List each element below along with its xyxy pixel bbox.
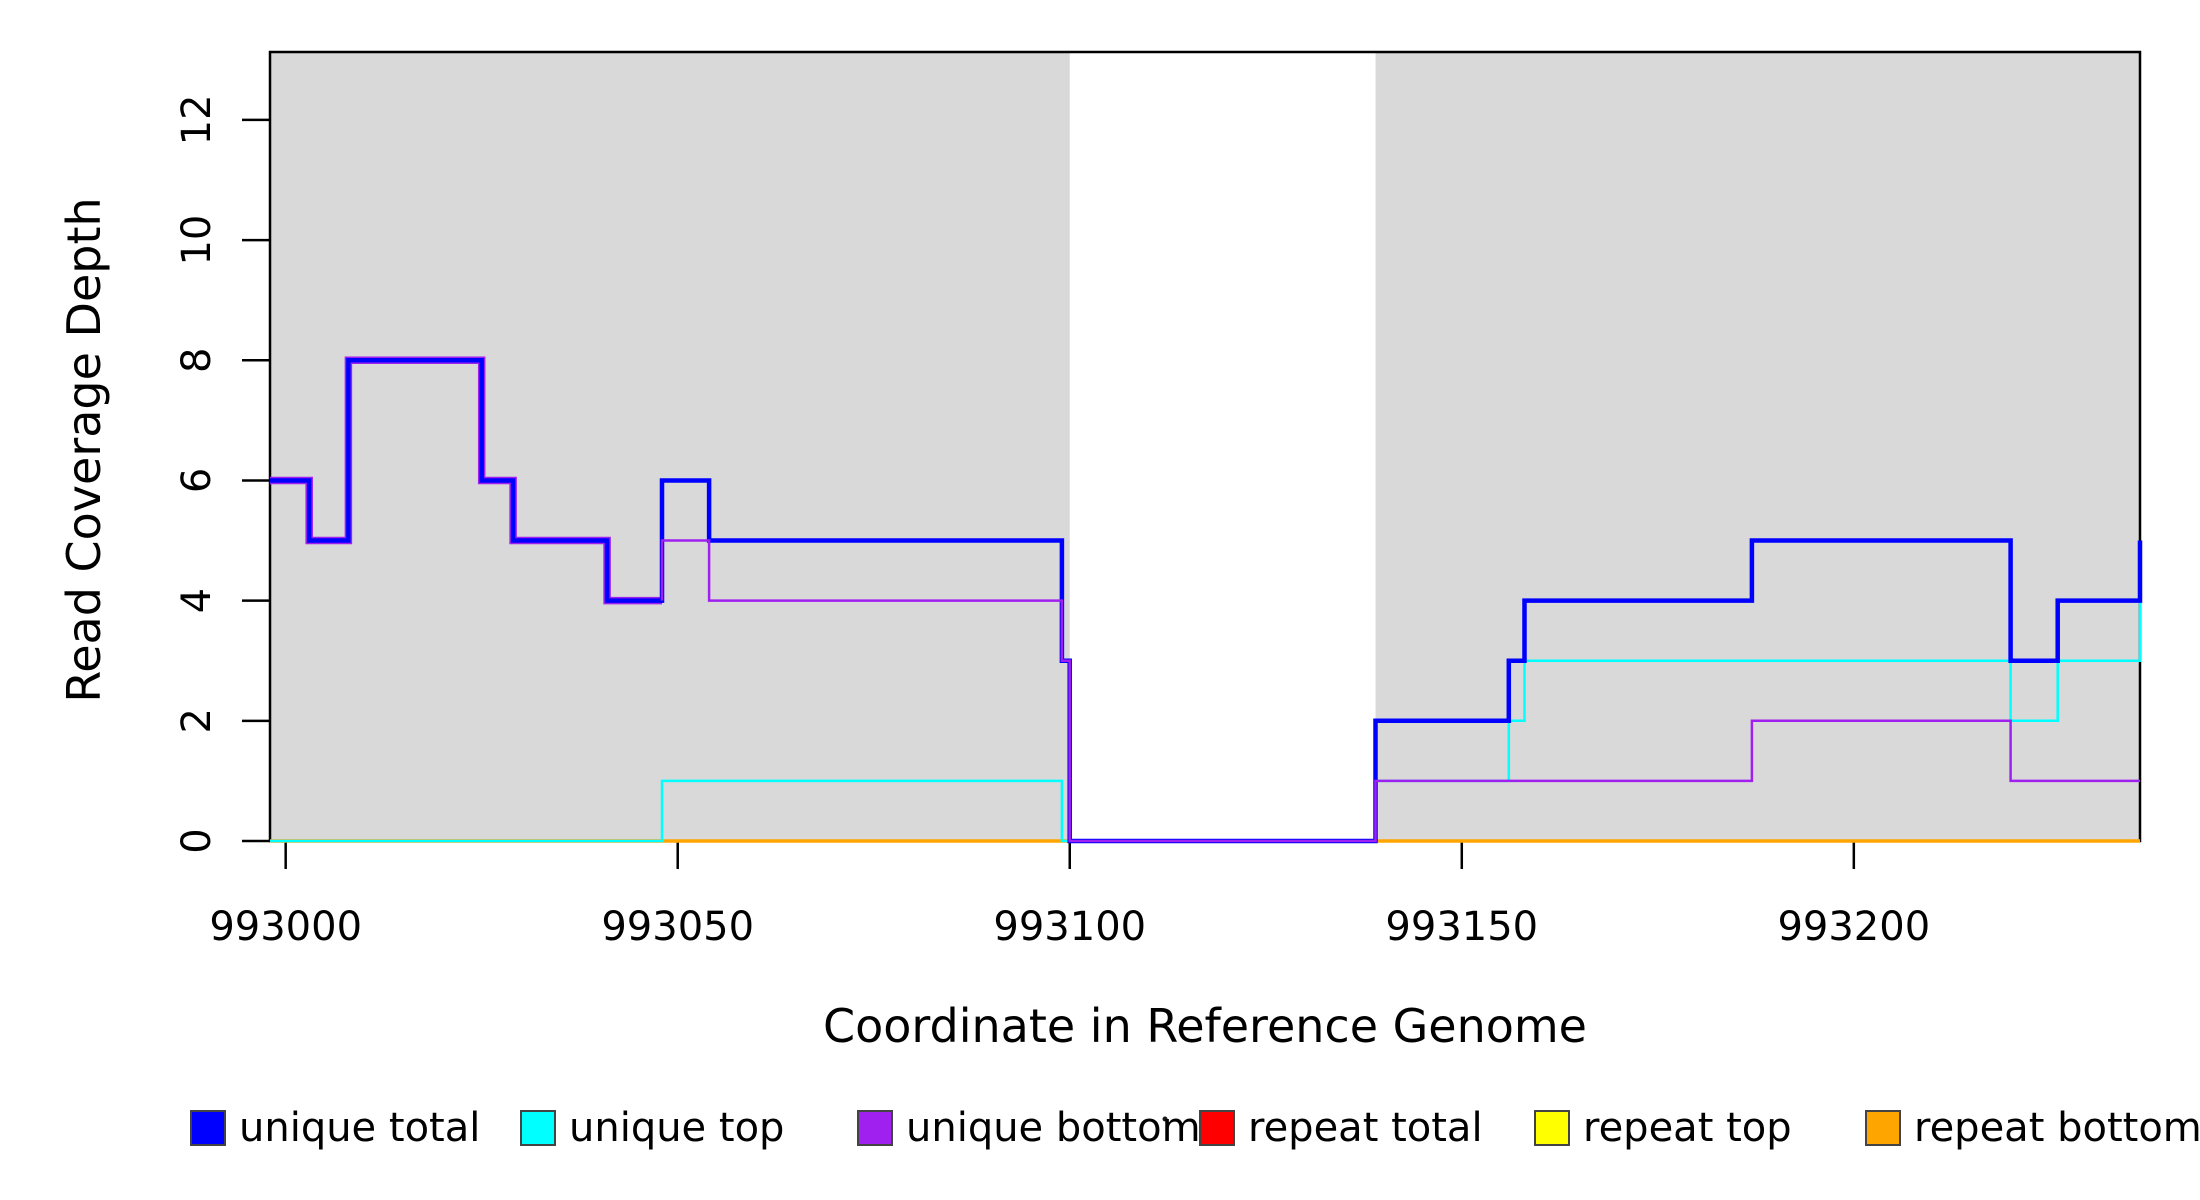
step-line-unique-bottom [660, 539, 2140, 843]
x-tick-label: 993100 [993, 904, 1146, 950]
x-tick-label: 993000 [209, 904, 362, 950]
shaded-band [1375, 52, 2140, 841]
shaded-band [270, 52, 1070, 841]
legend-item: unique top [520, 1105, 784, 1151]
legend-swatch-unique-top [520, 1110, 556, 1146]
legend-item: repeat total [1199, 1105, 1483, 1151]
legend-label: unique total [239, 1105, 480, 1151]
x-axis-ticks: 993000 993050 993100 993150 993200 [209, 841, 1930, 950]
y-tick-label: 8 [174, 348, 220, 373]
legend-label: repeat total [1248, 1105, 1483, 1151]
y-tick-label: 0 [174, 828, 220, 853]
legend-swatch-repeat-top [1534, 1110, 1570, 1146]
x-axis-title: Coordinate in Reference Genome [823, 999, 1587, 1053]
shaded-regions [270, 52, 2140, 841]
legend-label: repeat top [1583, 1105, 1792, 1151]
legend-label: unique bottom [906, 1105, 1201, 1151]
legend-item: unique total [190, 1105, 480, 1151]
series-lines [270, 356, 2143, 844]
legend-swatch-unique-bottom [857, 1110, 893, 1146]
legend-swatch-unique-total [190, 1110, 226, 1146]
y-axis-ticks: 0 2 4 6 8 10 12 [174, 94, 270, 854]
legend-item: repeat bottom [1865, 1105, 2200, 1151]
stray-mark [1162, 1116, 1168, 1122]
legend-swatch-repeat-total [1199, 1110, 1235, 1146]
legend: unique total unique top unique bottom repea… [190, 1105, 2200, 1151]
y-tick-label: 12 [174, 94, 220, 145]
y-axis-title: Read Coverage Depth [57, 197, 111, 702]
y-tick-label: 2 [174, 708, 220, 733]
legend-label: repeat bottom [1914, 1105, 2200, 1151]
y-tick-label: 10 [174, 215, 220, 266]
y-tick-label: 4 [174, 588, 220, 613]
legend-label: unique top [569, 1105, 784, 1151]
legend-item: unique bottom [857, 1105, 1201, 1151]
x-tick-label: 993150 [1385, 904, 1538, 950]
x-tick-label: 993050 [601, 904, 754, 950]
legend-item: repeat top [1534, 1105, 1792, 1151]
y-tick-label: 6 [174, 468, 220, 493]
x-tick-label: 993200 [1777, 904, 1930, 950]
legend-swatch-repeat-bottom [1865, 1110, 1901, 1146]
